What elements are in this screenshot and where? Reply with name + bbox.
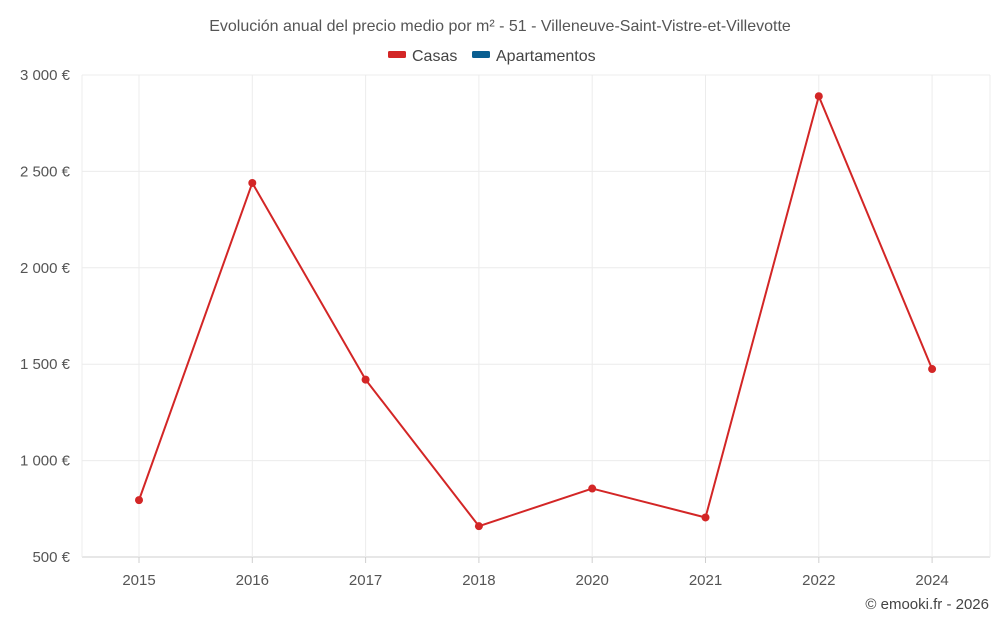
x-tick-label: 2024 bbox=[915, 572, 948, 589]
data-point bbox=[928, 365, 937, 374]
legend-label: Casas bbox=[412, 48, 457, 65]
x-tick-label: 2015 bbox=[122, 572, 155, 589]
y-tick-label: 1 000 € bbox=[20, 453, 71, 470]
x-tick-label: 2018 bbox=[462, 572, 495, 589]
y-tick-label: 2 000 € bbox=[20, 260, 71, 277]
grid-lines bbox=[81, 74, 991, 558]
series-layer bbox=[135, 92, 937, 531]
legend: Casas Apartamentos bbox=[388, 48, 596, 65]
y-tick-label: 1 500 € bbox=[20, 356, 71, 373]
data-point bbox=[814, 92, 823, 101]
data-point bbox=[135, 496, 143, 505]
x-tick-label: 2016 bbox=[236, 572, 269, 589]
y-tick-label: 3 000 € bbox=[20, 67, 71, 84]
chart-title: Evolución anual del precio medio por m² … bbox=[209, 18, 791, 35]
legend-swatch bbox=[388, 51, 406, 58]
data-point bbox=[701, 513, 710, 522]
y-axis: 500 € 1 000 € 1 500 € 2 000 € 2 500 € 3 000 € bbox=[20, 67, 71, 566]
x-tick-label: 2020 bbox=[576, 572, 609, 589]
legend-label: Apartamentos bbox=[496, 48, 596, 65]
data-point bbox=[361, 375, 370, 384]
y-tick-label: 500 € bbox=[32, 549, 70, 566]
x-tick-label: 2021 bbox=[689, 572, 722, 589]
data-point bbox=[248, 178, 257, 187]
legend-swatch bbox=[472, 51, 490, 58]
series-line-casas bbox=[138, 95, 934, 528]
credit-text: © emooki.fr - 2026 bbox=[865, 596, 989, 613]
data-point bbox=[588, 484, 597, 493]
data-point bbox=[474, 522, 483, 531]
x-tick-label: 2022 bbox=[802, 572, 835, 589]
x-axis: 2015 2016 2017 2018 2020 2021 2022 2024 bbox=[122, 557, 949, 589]
y-tick-label: 2 500 € bbox=[20, 163, 71, 180]
x-tick-label: 2017 bbox=[349, 572, 382, 589]
